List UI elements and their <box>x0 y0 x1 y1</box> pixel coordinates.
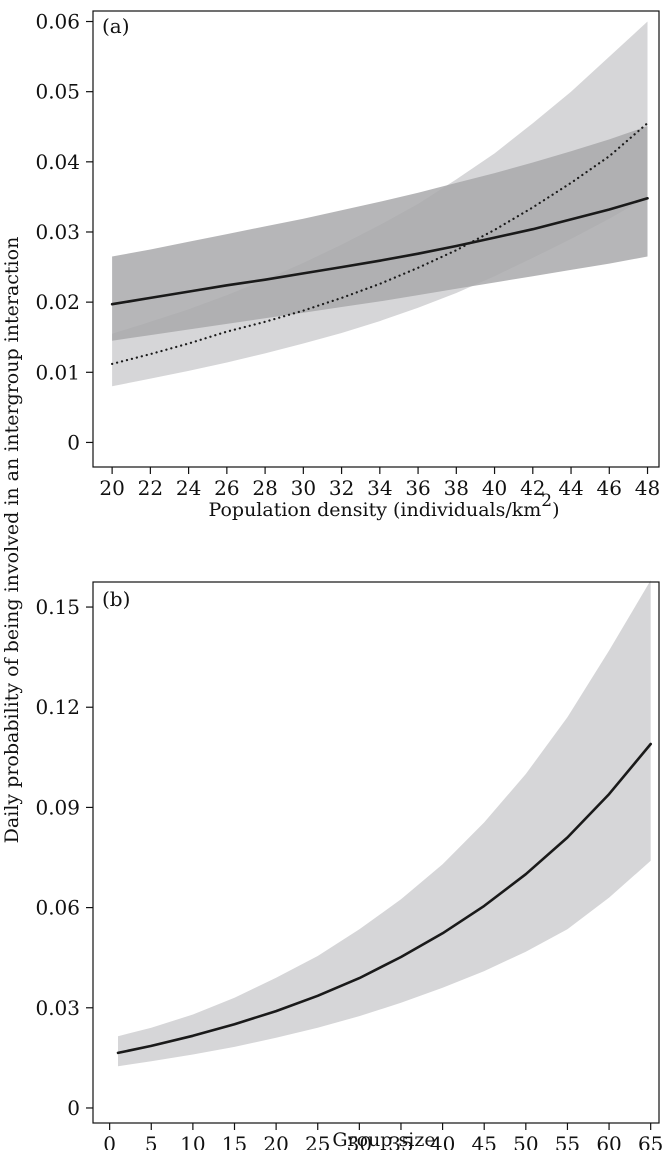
panel-a-solid-line <box>110 197 649 306</box>
panel-a-x-ticks: 20 22 24 26 28 30 32 34 36 38 40 42 44 46 48 <box>99 467 660 500</box>
panel-b-x-tick-label: 60 <box>596 1132 621 1150</box>
panel-a-x-tick-label: 24 <box>176 476 201 500</box>
panel-a-frame <box>92 10 660 468</box>
panel-b-frame <box>92 581 660 1124</box>
panel-b-x-tick-label: 25 <box>305 1132 330 1150</box>
panel-b-lines <box>116 742 652 1055</box>
panel-b-x-tick-label: 45 <box>471 1132 496 1150</box>
panel-a-x-axis-title: Population density (individuals/km2) <box>208 491 559 521</box>
panel-a-x-axis-title-suffix: ) <box>552 499 559 521</box>
y-axis-title: Daily probability of being involved in a… <box>1 237 23 844</box>
panel-a-y-ticks: 0 0.01 0.02 0.03 0.04 0.05 0.06 <box>35 10 93 454</box>
panel-a-x-axis-title-superscript: 2 <box>541 491 552 511</box>
panel-a-y-tick-label: 0.04 <box>35 150 80 174</box>
panel-b-y-tick-label: 0 <box>67 1096 80 1120</box>
panel-b-x-tick-label: 50 <box>513 1132 538 1150</box>
panel-a-bands <box>112 21 648 387</box>
panel-b-x-tick-label: 20 <box>263 1132 288 1150</box>
panel-a-x-tick-label: 34 <box>367 476 392 500</box>
panel-b-bands <box>118 580 651 1067</box>
panel-a-x-tick-label: 42 <box>520 476 545 500</box>
panel-a-x-tick-label: 40 <box>482 476 507 500</box>
panel-a-y-tick-label: 0.02 <box>35 290 80 314</box>
panel-a-x-tick-label: 28 <box>252 476 277 500</box>
panel-b-confidence-band-1 <box>118 580 651 1067</box>
panel-b-y-ticks: 0 0.03 0.06 0.09 0.12 0.15 <box>35 595 93 1120</box>
panel-a-x-tick-label: 44 <box>558 476 583 500</box>
panel-a-x-tick-label: 26 <box>214 476 239 500</box>
panel-a-x-axis-title-main: Population density (individuals/km <box>208 499 541 521</box>
panel-b-y-tick-label: 0.15 <box>35 595 80 619</box>
panel-a-y-tick-label: 0 <box>67 430 80 454</box>
panel-b-x-tick-label: 0 <box>103 1132 116 1150</box>
panel-b-label: (b) <box>102 587 130 611</box>
panel-a-x-tick-label: 22 <box>138 476 163 500</box>
panel-a-x-tick-label: 30 <box>291 476 316 500</box>
panel-a-x-tick-label: 32 <box>329 476 354 500</box>
panel-b-x-tick-label: 40 <box>430 1132 455 1150</box>
panel-b-x-tick-label: 30 <box>347 1132 372 1150</box>
panel-b-y-tick-label: 0.03 <box>35 996 80 1020</box>
panel-b-x-tick-label: 15 <box>222 1132 247 1150</box>
panel-a-x-tick-label: 38 <box>444 476 469 500</box>
panel-b-x-tick-label: 35 <box>388 1132 413 1150</box>
panel-a-y-tick-label: 0.06 <box>35 10 80 34</box>
panel-a-lines <box>110 122 649 365</box>
panel-a-y-tick-label: 0.03 <box>35 220 80 244</box>
panel-b-x-tick-label: 10 <box>180 1132 205 1150</box>
panel-a-x-tick-label: 48 <box>635 476 660 500</box>
panel-b-y-tick-label: 0.06 <box>35 896 80 920</box>
panel-a-label: (a) <box>102 14 130 38</box>
panel-b-x-ticks: 0 5 10 15 20 25 30 35 40 45 50 55 60 65 <box>103 1123 663 1150</box>
panel-a-x-tick-label: 36 <box>405 476 430 500</box>
panel-a-x-tick-label: 20 <box>99 476 124 500</box>
panel-a-x-tick-label: 46 <box>597 476 622 500</box>
panel-a-dotted-line <box>111 122 649 365</box>
panel-b-y-tick-label: 0.09 <box>35 795 80 819</box>
panel-b-x-tick-label: 5 <box>145 1132 158 1150</box>
panel-b-solid-line <box>116 742 652 1055</box>
panel-a-y-tick-label: 0.05 <box>35 80 80 104</box>
panel-b-x-axis-title: Group size <box>332 1129 435 1150</box>
panel-b: 0 5 10 15 20 25 30 35 40 45 50 55 60 65 0 0.03 0.06 0.09… <box>35 580 663 1150</box>
panel-b-y-tick-label: 0.12 <box>35 695 80 719</box>
panel-a-confidence-band-2 <box>112 126 648 341</box>
panel-b-x-tick-label: 55 <box>555 1132 580 1150</box>
panel-a-y-tick-label: 0.01 <box>35 360 80 384</box>
panel-a: 20 22 24 26 28 30 32 34 36 38 40 42 44 46 48 0 0.01 0.02… <box>35 10 660 521</box>
panel-b-x-tick-label: 65 <box>638 1132 663 1150</box>
